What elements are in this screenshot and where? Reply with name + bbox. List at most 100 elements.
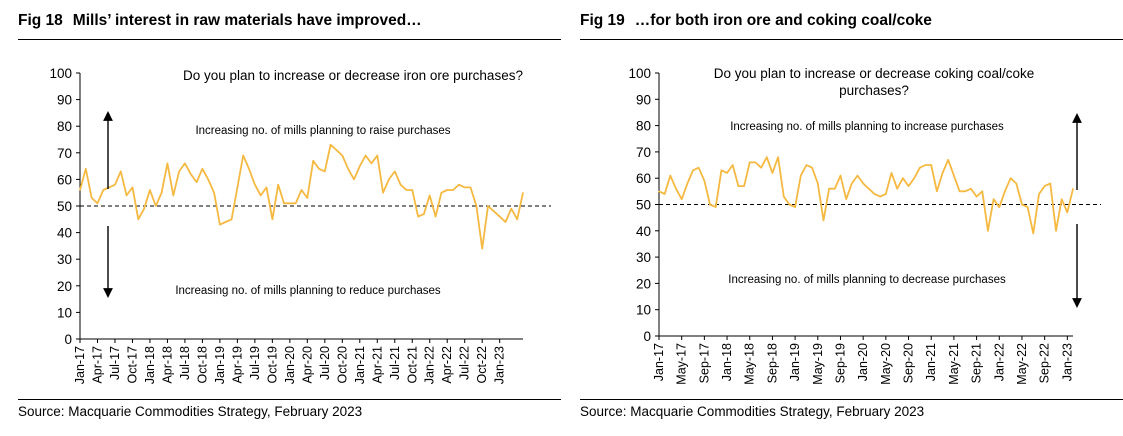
fig18-data-point — [330, 144, 332, 146]
fig19-data-point — [749, 161, 751, 164]
fig19-data-point — [964, 190, 966, 192]
fig19-data-point — [975, 196, 978, 198]
fig19-data-point — [936, 190, 938, 192]
fig18-data-point — [91, 197, 93, 199]
fig19-question-line-2: purchases? — [839, 83, 909, 98]
fig-18-title: Fig 18 Mills’ interest in raw materials h… — [18, 12, 422, 30]
fig18-data-point — [265, 186, 268, 188]
fig19-y-tick-label: 10 — [636, 303, 651, 318]
fig19-data-point — [868, 188, 870, 190]
fig19-data-point — [862, 182, 864, 185]
fig18-x-tick-label: Apr-20 — [300, 346, 314, 384]
fig19-x-tick-label: May-22 — [1015, 343, 1029, 385]
fig19-data-point — [958, 190, 961, 192]
fig19-data-point — [788, 203, 791, 206]
fig18-data-point — [434, 216, 437, 218]
fig19-data-point — [856, 174, 859, 177]
fig-19-source-rule — [580, 399, 1123, 400]
fig18-data-point — [376, 154, 378, 157]
fig-19-number: Fig 19 — [580, 12, 625, 29]
fig19-x-tick-label: Sep-20 — [902, 343, 916, 383]
fig18-data-point — [236, 186, 238, 188]
fig19-x-tick-label: May-18 — [743, 343, 757, 385]
fig18-data-point — [219, 224, 221, 226]
fig18-data-point — [417, 216, 419, 218]
fig18-data-point — [143, 208, 145, 210]
fig18-data-point — [85, 168, 87, 170]
fig18-x-tick-label: Apr-21 — [370, 346, 384, 384]
fig19-data-point — [987, 230, 989, 232]
fig19-data-point — [879, 196, 881, 198]
fig-18-title-rule — [18, 39, 561, 40]
fig19-y-tick-label: 90 — [636, 92, 651, 107]
fig18-y-tick-label: 0 — [64, 332, 72, 347]
fig18-data-point — [504, 221, 507, 223]
fig18-y-tick-label: 80 — [57, 119, 72, 134]
fig18-data-point — [487, 205, 489, 207]
fig18-data-point — [195, 181, 198, 183]
fig19-data-point — [970, 188, 972, 190]
fig18-data-point — [225, 221, 227, 223]
fig18-data-point — [335, 149, 338, 151]
fig19-data-point — [1061, 198, 1063, 200]
fig-18-source-rule — [18, 399, 561, 400]
fig18-y-tick-label: 70 — [57, 146, 72, 161]
fig18-x-tick-label: Apr-22 — [440, 346, 454, 384]
fig18-x-tick-label: Jan-21 — [353, 346, 367, 384]
fig-19-title-text: …for both iron ore and coking coal/coke — [634, 12, 932, 29]
fig18-x-tick-label: Jan-20 — [283, 346, 297, 384]
fig19-x-tick-label: Jan-18 — [720, 343, 734, 381]
fig19-x-tick-label: Sep-21 — [970, 343, 984, 383]
fig19-x-tick-label: May-17 — [675, 343, 689, 385]
fig18-x-tick-label: Jul-17 — [108, 346, 122, 380]
fig18-data-point — [452, 189, 454, 191]
fig19-data-point — [681, 198, 683, 200]
fig18-data-point — [522, 192, 524, 194]
fig19-x-tick-label: Jan-22 — [992, 343, 1006, 381]
fig19-annotation-down: Increasing no. of mills planning to decr… — [728, 274, 1006, 286]
fig18-y-tick-label: 30 — [57, 252, 72, 267]
fig18-data-point — [120, 170, 122, 173]
fig19-question-text: Do you plan to increase or decrease coki… — [714, 66, 1034, 98]
fig18-data-point — [96, 202, 99, 204]
fig18-data-point — [394, 170, 396, 173]
fig19-x-tick-label: May-21 — [947, 343, 961, 385]
fig18-data-point — [464, 186, 466, 188]
fig18-x-tick-label: Apr-19 — [230, 346, 244, 384]
fig19-data-point — [1049, 182, 1051, 185]
fig19-data-point — [1021, 203, 1023, 206]
fig18-y-tick-label: 100 — [49, 66, 72, 81]
fig-18-chart: 0 10 20 30 40 50 60 70 80 90 100 Jan-17 Apr-17 Jul-17… — [49, 66, 551, 384]
fig19-x-tick-label: Jan-23 — [1060, 343, 1074, 381]
fig18-annotation-down: Increasing no. of mills planning to redu… — [175, 285, 441, 297]
fig18-data-point — [405, 189, 408, 191]
fig18-data-point — [79, 189, 81, 191]
fig18-data-point — [411, 189, 413, 191]
fig-19-chart: 0 10 20 30 40 50 60 70 80 90 100 Jan-17 May-17 Sep-17… — [628, 66, 1101, 385]
fig19-data-point — [1027, 206, 1029, 208]
fig18-data-point — [429, 194, 431, 196]
fig18-data-point — [481, 247, 483, 250]
fig18-data-point — [306, 197, 308, 199]
fig18-data-point — [254, 184, 256, 186]
fig18-data-point — [114, 184, 116, 186]
fig19-y-tick-label: 100 — [628, 66, 651, 81]
fig19-x-tick-label: May-20 — [879, 343, 893, 385]
fig19-data-point — [726, 172, 728, 174]
fig18-data-point — [289, 202, 291, 204]
fig18-data-point — [318, 168, 320, 170]
fig19-y-tick-label: 60 — [636, 171, 651, 186]
fig19-data-point — [924, 164, 927, 166]
fig19-data-point — [732, 164, 734, 166]
fig-19-source: Source: Macquarie Commodities Strategy, … — [580, 404, 925, 419]
fig-19-title: Fig 19 …for both iron ore and coking coal… — [580, 12, 932, 30]
fig18-data-point — [126, 194, 128, 196]
fig18-data-point — [499, 216, 501, 218]
fig19-data-point — [754, 161, 757, 164]
fig18-data-point — [312, 160, 314, 162]
fig19-data-point — [720, 169, 722, 171]
fig18-data-point — [184, 162, 186, 165]
fig18-x-tick-label: Jul-19 — [248, 346, 262, 380]
fig19-data-point — [817, 182, 819, 185]
fig18-data-point — [382, 192, 384, 194]
